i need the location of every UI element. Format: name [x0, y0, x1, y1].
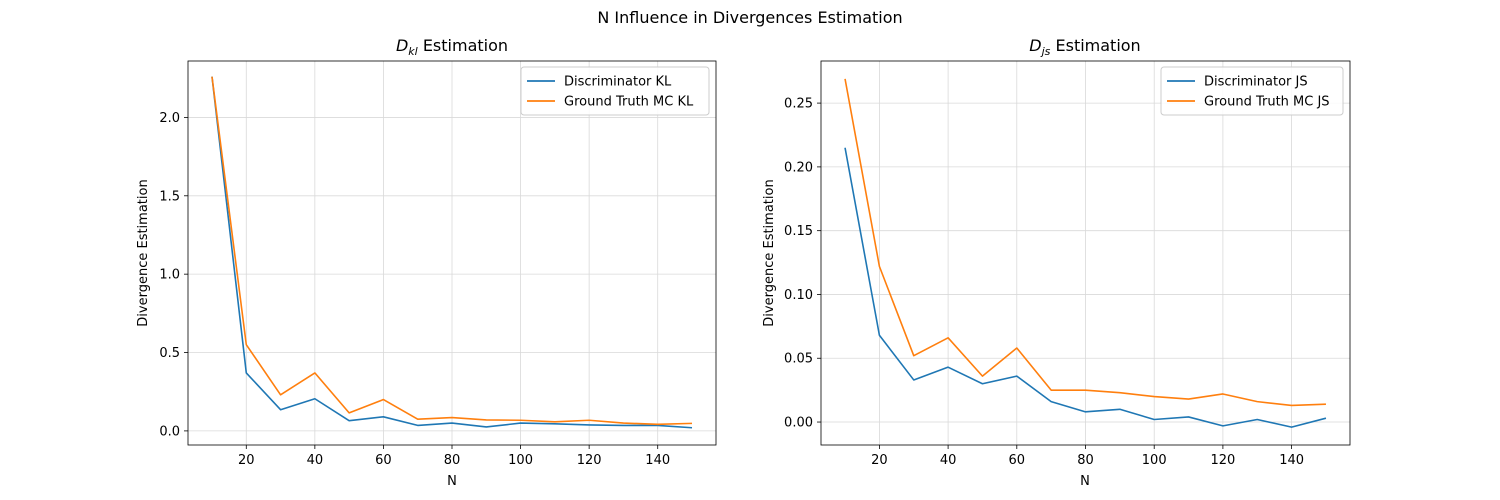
x-axis-label-kl: N [447, 474, 457, 489]
x-tick-label-kl: 100 [508, 453, 533, 468]
legend-label-js-1: Ground Truth MC JS [1204, 95, 1330, 110]
legend-label-js-0: Discriminator JS [1204, 75, 1308, 90]
legend-label-kl-0: Discriminator KL [564, 75, 672, 90]
y-tick-label-kl: 1.5 [159, 189, 180, 204]
legend-kl: Discriminator KL Ground Truth MC KL [520, 66, 710, 116]
x-tick-label-js: 40 [940, 453, 957, 468]
y-tick-label-js: 0.15 [784, 224, 813, 239]
y-tick-label-js: 0.10 [784, 288, 813, 303]
y-tick-label-kl: 2.0 [159, 111, 180, 126]
chart-panel-js: Djs Estimation N Divergence Estimation 2… [762, 36, 1351, 489]
y-tick-label-js: 0.25 [784, 97, 813, 112]
chart-title-kl: Dkl Estimation [396, 36, 508, 58]
figure-suptitle: N Influence in Divergences Estimation [597, 8, 902, 27]
y-tick-label-kl: 1.0 [159, 268, 180, 283]
chart-title-kl-sub: kl [408, 45, 417, 58]
y-tick-label-js: 0.20 [784, 160, 813, 175]
legend-js: Discriminator JS Ground Truth MC JS [1160, 66, 1344, 116]
x-tick-label-kl: 40 [307, 453, 324, 468]
legend-frame-kl [520, 66, 710, 116]
chart-title-js: Djs Estimation [1029, 36, 1140, 58]
chart-title-kl-main: D [396, 36, 408, 55]
x-tick-label-kl: 80 [444, 453, 461, 468]
x-tick-label-kl: 60 [375, 453, 392, 468]
grid-kl [188, 61, 716, 445]
chart-panel-kl: Dkl Estimation N Divergence Estimation 2… [136, 36, 717, 489]
x-axis-label-js: N [1080, 474, 1090, 489]
legend-frame-js [1160, 66, 1344, 116]
x-tick-label-kl: 120 [577, 453, 602, 468]
series-line-js-0 [844, 147, 1327, 428]
x-tick-label-js: 120 [1210, 453, 1235, 468]
x-tick-label-js: 140 [1279, 453, 1304, 468]
series-line-js-1 [844, 78, 1326, 407]
y-tick-label-kl: 0.5 [159, 346, 180, 361]
y-tick-label-js: 0.00 [784, 416, 813, 431]
y-axis-label-kl: Divergence Estimation [136, 179, 151, 326]
x-tick-label-js: 60 [1009, 453, 1026, 468]
y-tick-label-kl: 0.0 [159, 424, 180, 439]
chart-title-js-sub: js [1040, 45, 1051, 58]
chart-title-kl-rest: Estimation [418, 36, 508, 55]
chart-title-js-rest: Estimation [1050, 36, 1140, 55]
x-tick-label-js: 80 [1077, 453, 1094, 468]
chart-title-js-main: D [1029, 36, 1041, 55]
y-tick-label-js: 0.05 [784, 352, 813, 367]
x-tick-label-kl: 140 [645, 453, 670, 468]
x-tick-label-js: 100 [1142, 453, 1167, 468]
series-line-kl-0 [211, 76, 693, 429]
series-line-kl-1 [211, 76, 693, 426]
x-tick-label-kl: 20 [238, 453, 255, 468]
y-axis-label-js: Divergence Estimation [762, 179, 777, 326]
grid-js [821, 61, 1350, 445]
legend-label-kl-1: Ground Truth MC KL [564, 95, 694, 110]
x-tick-label-js: 20 [871, 453, 888, 468]
